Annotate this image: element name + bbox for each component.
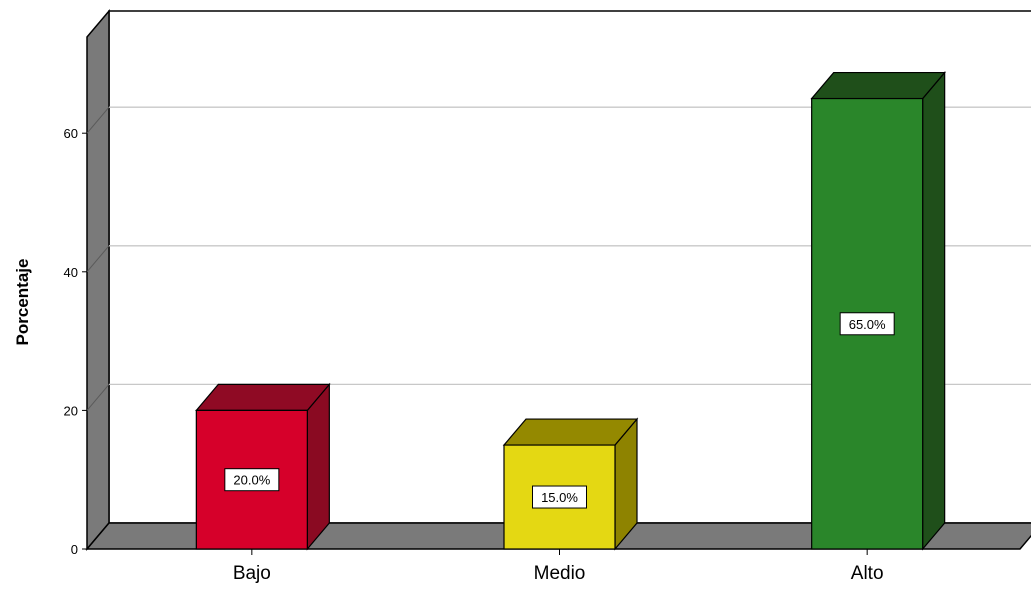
data-label-box [839, 312, 895, 336]
bar-medio: 15.0% [502, 417, 639, 551]
data-label-box [532, 485, 587, 509]
x-tick-label: Alto [851, 563, 884, 584]
y-tick-label: 0 [71, 542, 78, 557]
x-axis: Bajo Medio Alto [233, 549, 884, 584]
gridline-side [86, 245, 110, 273]
y-tick-label: 60 [64, 126, 78, 141]
bar-alto: 65.0% [810, 70, 946, 551]
bar-top [502, 418, 639, 446]
left-wall [86, 8, 110, 552]
y-tick-label: 20 [64, 403, 78, 418]
x-tick-label: Bajo [233, 563, 271, 584]
data-label: 15.0% [541, 490, 578, 505]
data-label: 65.0% [849, 317, 886, 332]
bar-bajo: 20.0% [195, 382, 331, 551]
bar-top [810, 71, 946, 100]
data-label: 20.0% [233, 473, 270, 488]
y-tick-label: 40 [64, 265, 78, 280]
gridline-side [86, 384, 110, 411]
bar-top [195, 383, 331, 411]
gridline-side [86, 106, 110, 134]
y-axis-title: Porcentaje [13, 259, 32, 346]
bar-side [306, 382, 330, 551]
x-tick-label: Medio [534, 563, 586, 584]
y-axis: 0 20 40 60 [64, 126, 87, 557]
data-label-box [224, 468, 280, 492]
bars: 20.0% 15.0% 65.0% [195, 70, 946, 551]
bar-side [922, 70, 946, 551]
